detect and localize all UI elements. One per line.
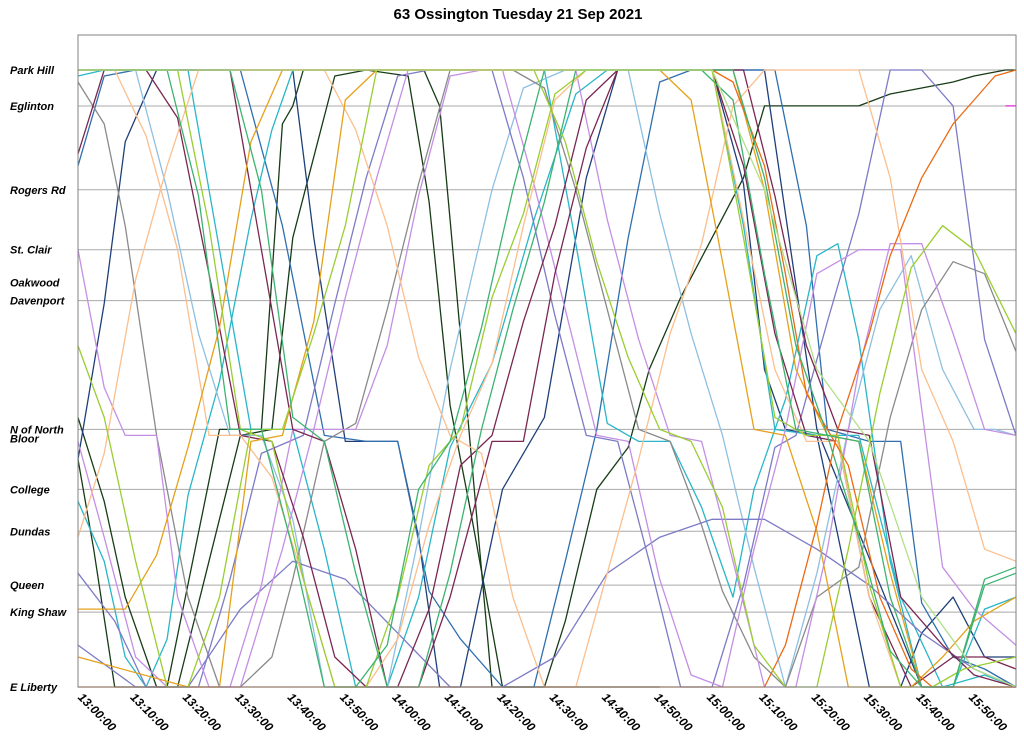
stop-label: Park Hill [10,65,55,77]
stop-label: Bloor [10,433,39,445]
x-tick-label: 15:30:00 [861,690,905,734]
vehicle-trace [77,69,1017,688]
vehicle-trace [78,69,1017,688]
x-tick-label: 14:40:00 [599,690,643,734]
stop-label: Queen [10,580,45,592]
x-tick-label: 15:00:00 [704,690,748,734]
vehicle-trace [78,69,1016,688]
x-tick-label: 14:30:00 [547,690,591,734]
vehicle-trace [77,69,1017,688]
x-tick-label: 15:50:00 [966,690,1010,734]
x-axis-tick-labels: 13:00:00 13:10:00 13:20:00 13:30:00 13:40:00… [75,690,1010,734]
x-tick-label: 14:00:00 [390,690,434,734]
x-tick-label: 15:10:00 [756,690,800,734]
x-tick-label: 13:00:00 [75,690,119,734]
stop-label: College [10,484,50,496]
vehicle-trace [78,69,1017,688]
vehicle-trace [78,69,1016,688]
x-tick-label: 13:30:00 [232,690,276,734]
stop-label: Dundas [10,526,50,538]
vehicle-trace [78,69,1017,688]
stop-label: Oakwood [10,278,60,290]
x-tick-label: 14:20:00 [494,690,538,734]
stop-label: E Liberty [10,682,58,694]
stop-label: King Shaw [10,607,68,619]
vehicle-trace [77,69,1017,688]
vehicle-trace [77,69,1016,688]
x-tick-label: 13:40:00 [285,690,329,734]
vehicle-trace [77,69,1017,688]
vehicle-trace [77,69,1017,688]
vehicle-trace [78,69,1017,688]
vehicle-trace [77,69,1017,688]
x-tick-label: 13:20:00 [180,690,224,734]
x-tick-label: 15:40:00 [914,690,958,734]
vehicle-trace [78,69,1017,688]
x-tick-label: 13:10:00 [128,690,172,734]
chart-title: 63 Ossington Tuesday 21 Sep 2021 [394,6,643,23]
vehicle-trace [77,69,1016,688]
vehicle-trace [78,69,1017,688]
vehicle-trace [78,69,1017,688]
stop-label: St. Clair [10,245,52,257]
stop-label: N of North [10,424,64,436]
vehicle-trace [77,69,1016,688]
stop-label: Davenport [10,296,66,308]
stop-label: Eglinton [10,101,54,113]
vehicle-trace [77,69,1017,688]
series-traces [77,69,1017,688]
vehicle-trace [77,69,1017,688]
plot-area-border [77,34,1017,688]
stop-labels: Park Hill Eglinton Rogers Rd St. Clair Oakwo… [10,65,68,694]
x-tick-label: 14:10:00 [442,690,486,734]
x-tick-label: 14:50:00 [652,690,696,734]
stop-label: Rogers Rd [10,185,66,197]
vehicle-trace [77,69,1017,688]
vehicle-trace [77,69,660,688]
vehicle-trace [78,69,1017,688]
x-tick-label: 13:50:00 [337,690,381,734]
x-tick-label: 15:20:00 [809,690,853,734]
vehicle-trace [78,69,1016,688]
vehicle-trace [77,69,1017,688]
